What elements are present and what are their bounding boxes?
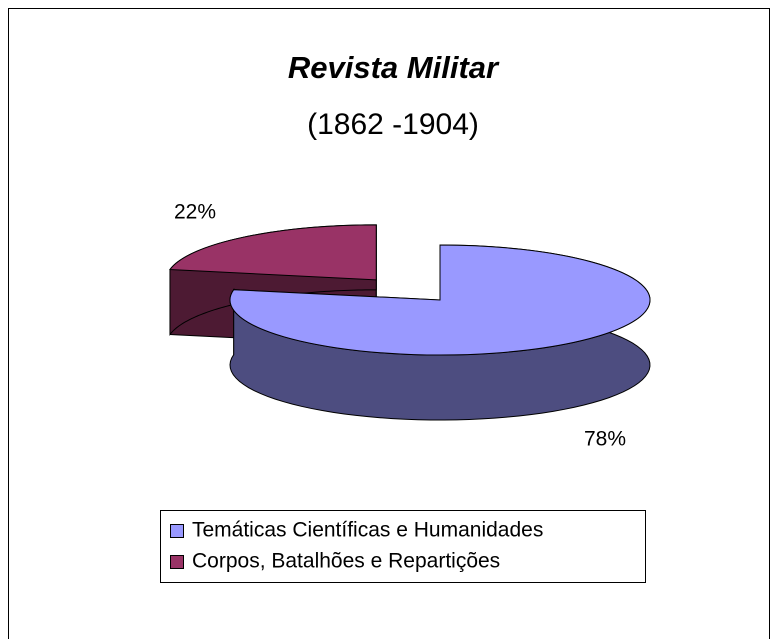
legend-box [160,510,646,583]
data-label: 22% [174,201,216,224]
legend-label: Corpos, Batalhões e Repartições [192,550,500,573]
slice-top [169,224,377,281]
legend-swatch [170,555,184,569]
slice-top [229,244,651,356]
legend-swatch [170,524,184,538]
data-label: 78% [584,428,626,451]
legend-label: Temáticas Científicas e Humanidades [192,519,543,542]
pie [169,224,651,421]
chart-subtitle: (1862 -1904) [307,108,479,141]
pie-slice [229,244,651,421]
chart-title: Revista Militar [288,50,500,85]
